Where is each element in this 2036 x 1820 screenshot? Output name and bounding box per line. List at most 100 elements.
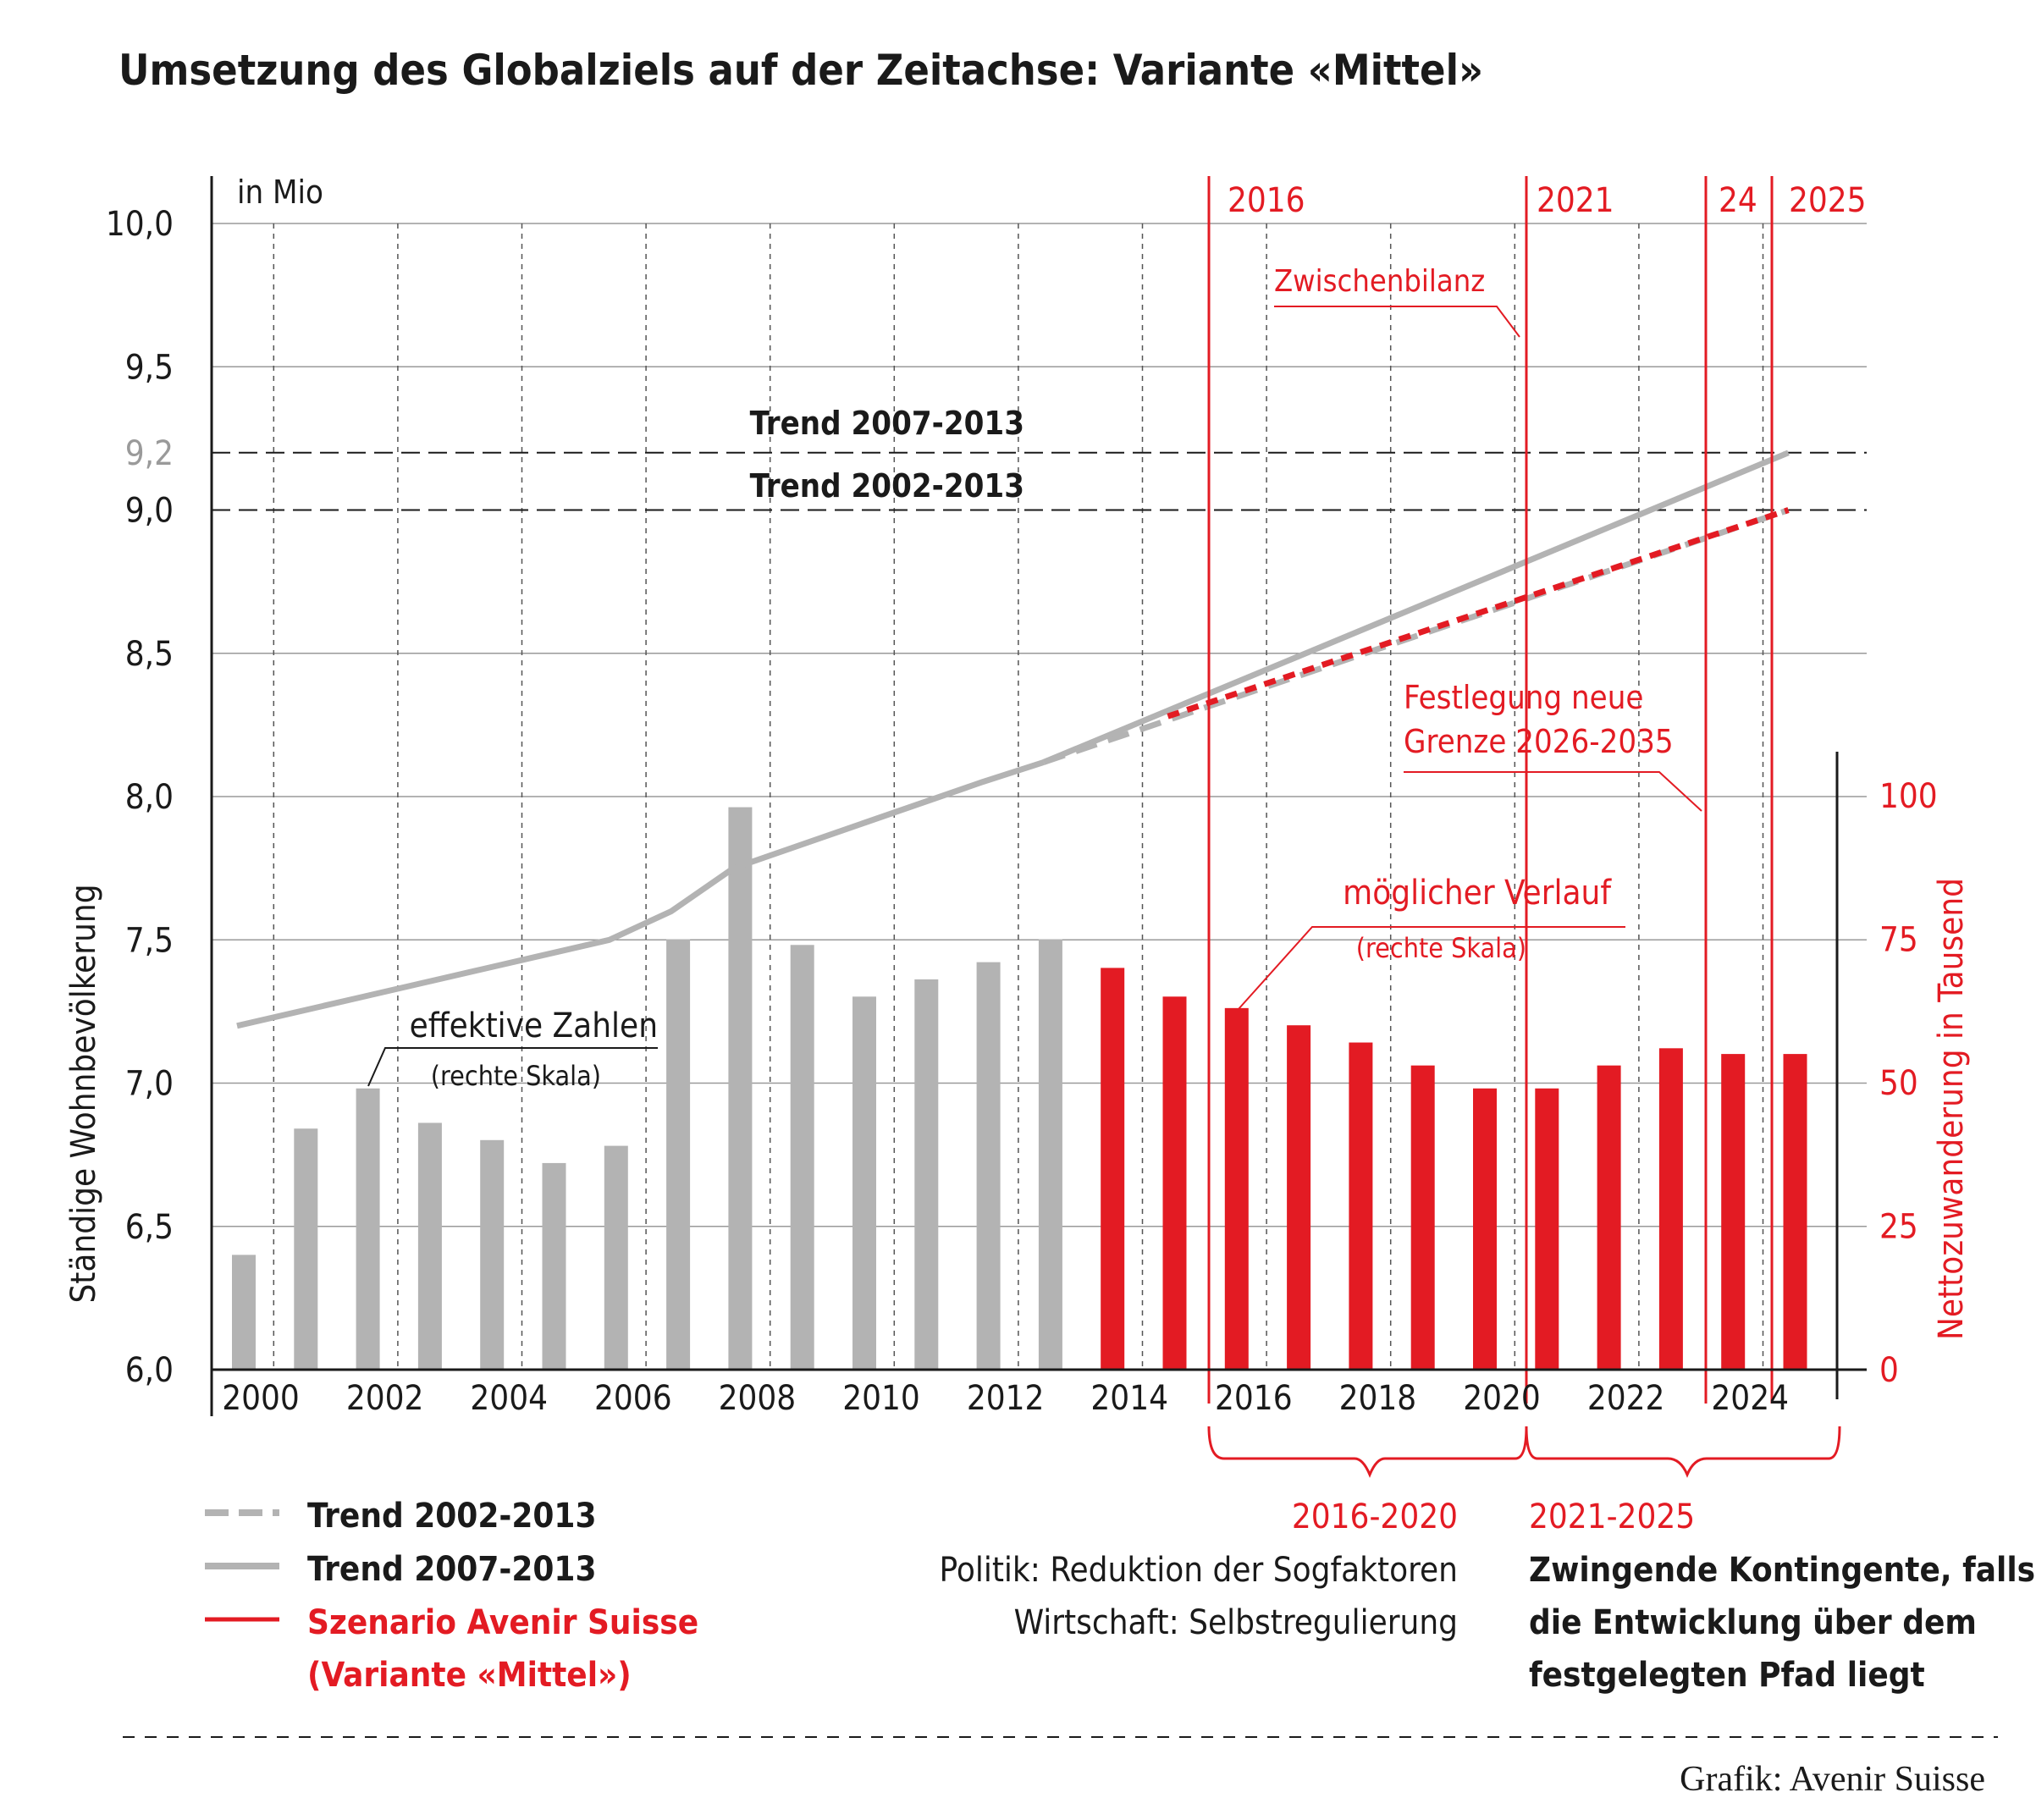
bar-scenario	[1287, 1025, 1311, 1370]
unit-label: in Mio	[237, 174, 323, 211]
x-tick-label: 2022	[1587, 1379, 1665, 1418]
series-line-scenario	[1167, 507, 1790, 720]
period-brace-2016-2020	[1207, 1426, 1528, 1478]
legend-label-scenario-1: Szenario Avenir Suisse	[307, 1603, 698, 1642]
bar-effective	[914, 979, 939, 1370]
brace-2016-2020	[1207, 1426, 1528, 1478]
bar-scenario	[1721, 1054, 1746, 1370]
right-tick-label: 0	[1879, 1351, 1899, 1390]
bar-scenario	[1162, 996, 1187, 1370]
x-tick-label: 2000	[222, 1379, 300, 1418]
period1-label: 2016-2020	[1292, 1497, 1458, 1536]
series-line-trend-2007-2013	[1042, 449, 1790, 765]
period2-line3: festgelegten Pfad liegt	[1529, 1656, 1925, 1695]
bar-effective	[852, 996, 876, 1370]
bar-scenario	[1597, 1065, 1621, 1370]
left-tick-label: 9,0	[125, 492, 174, 531]
left-tick-label: 6,0	[125, 1351, 174, 1390]
festlegung-line1: Festlegung neue	[1404, 679, 1643, 716]
left-tick-label: 7,0	[125, 1065, 174, 1104]
effektiv-line1: effektive Zahlen	[410, 1007, 658, 1045]
bar-effective	[480, 1139, 505, 1370]
left-tick-label: 8,5	[125, 635, 174, 674]
festlegung-leader	[1404, 771, 1702, 812]
festlegung-line2: Grenze 2026-2035	[1404, 723, 1674, 760]
zwischenbilanz-label: Zwischenbilanz	[1274, 264, 1485, 299]
left-tick-label: 6,5	[125, 1208, 174, 1247]
milestone-label: 24	[1719, 181, 1757, 220]
x-tick-label: 2002	[346, 1379, 424, 1418]
x-tick-label: 2004	[470, 1379, 548, 1418]
bar-effective	[666, 939, 691, 1370]
bar-effective	[1038, 939, 1062, 1370]
bar-effective	[417, 1122, 442, 1370]
right-tick-label: 100	[1879, 777, 1938, 816]
series-line-trend-2002-2013	[1042, 507, 1790, 765]
period2-line1: Zwingende Kontingente, falls	[1529, 1551, 2035, 1590]
x-tick-label: 2018	[1339, 1379, 1417, 1418]
x-tick-label: 2014	[1090, 1379, 1168, 1418]
bar-scenario	[1101, 968, 1125, 1370]
right-tick-label: 50	[1879, 1064, 1918, 1103]
chart-title: Umsetzung des Globalziels auf der Zeitac…	[119, 46, 1483, 95]
trend-label-lower: Trend 2002-2013	[750, 467, 1024, 505]
bar-effective	[294, 1128, 318, 1370]
x-tick-label: 2010	[842, 1379, 920, 1418]
milestone-label: 2025	[1789, 181, 1867, 220]
period-brace-2021-2025	[1525, 1426, 1841, 1478]
left-tick-label: 10,0	[106, 205, 174, 244]
x-tick-label: 2024	[1711, 1379, 1789, 1418]
right-tick-label: 75	[1879, 921, 1918, 960]
annotation-moeglicher-verlauf: möglicher Verlauf (rechte Skala)	[1238, 874, 1625, 1010]
moeglich-leader	[1238, 926, 1625, 1010]
right-axis-title: Nettozuwanderung in Tausend	[1932, 878, 1971, 1340]
period2-label: 2021-2025	[1529, 1497, 1695, 1536]
legend-label-scenario-2: (Variante «Mittel»)	[307, 1656, 632, 1695]
bar-scenario	[1224, 1007, 1249, 1370]
moeglich-line2: (rechte Skala)	[1356, 932, 1526, 964]
source-label: Grafik: Avenir Suisse	[1680, 1760, 1985, 1799]
left-tick-label: 8,0	[125, 778, 174, 817]
effektiv-line2: (rechte Skala)	[431, 1060, 601, 1092]
zwischenbilanz-leader	[1274, 306, 1520, 338]
bar-effective	[604, 1145, 628, 1370]
legend-item-scenario: Szenario Avenir Suisse (Variante «Mittel…	[205, 1603, 698, 1695]
bar-scenario	[1473, 1088, 1497, 1370]
x-tick-label: 2016	[1215, 1379, 1293, 1418]
period1-line2: Wirtschaft: Selbstregulierung	[1014, 1603, 1458, 1642]
bar-effective	[232, 1255, 256, 1370]
period2-line2: die Entwicklung über dem	[1529, 1603, 1977, 1642]
brace-2021-2025	[1525, 1426, 1841, 1478]
legend-item-trend-2007: Trend 2007-2013	[205, 1550, 596, 1589]
annotation-effektive-zahlen: effektive Zahlen (rechte Skala)	[367, 1007, 658, 1092]
left-axis-title: Ständige Wohnbevölkerung	[64, 884, 103, 1303]
left-tick-label: 9,5	[125, 348, 174, 387]
bar-scenario	[1658, 1048, 1683, 1370]
bar-effective	[728, 807, 753, 1370]
bar-effective	[542, 1162, 566, 1370]
effektiv-leader	[367, 1047, 658, 1087]
left-tick-label: 9,2	[125, 434, 174, 473]
bar-scenario	[1349, 1042, 1373, 1370]
right-tick-label: 25	[1879, 1208, 1918, 1247]
milestone-label: 2021	[1537, 181, 1614, 220]
moeglich-line1: möglicher Verlauf	[1343, 874, 1612, 913]
bar-scenario	[1410, 1065, 1435, 1370]
milestone-label: 2016	[1228, 181, 1305, 220]
bar-effective	[790, 945, 814, 1370]
legend-item-trend-2002: Trend 2002-2013	[205, 1497, 596, 1536]
legend-label-trend-2002: Trend 2002-2013	[307, 1497, 596, 1536]
series-line-population	[236, 759, 1045, 1029]
x-tick-label: 2012	[967, 1379, 1045, 1418]
legend-label-trend-2007: Trend 2007-2013	[307, 1550, 596, 1589]
bar-effective	[976, 962, 1001, 1370]
annotation-zwischenbilanz: Zwischenbilanz	[1274, 264, 1520, 338]
bar-scenario	[1783, 1054, 1807, 1370]
legend: Trend 2002-2013 Trend 2007-2013 Szenario…	[205, 1497, 698, 1695]
left-tick-label: 7,5	[125, 921, 174, 960]
trend-label-upper: Trend 2007-2013	[750, 405, 1024, 442]
period1-line1: Politik: Reduktion der Sogfaktoren	[940, 1551, 1458, 1590]
x-tick-label: 2008	[719, 1379, 797, 1418]
x-tick-label: 2006	[594, 1379, 672, 1418]
